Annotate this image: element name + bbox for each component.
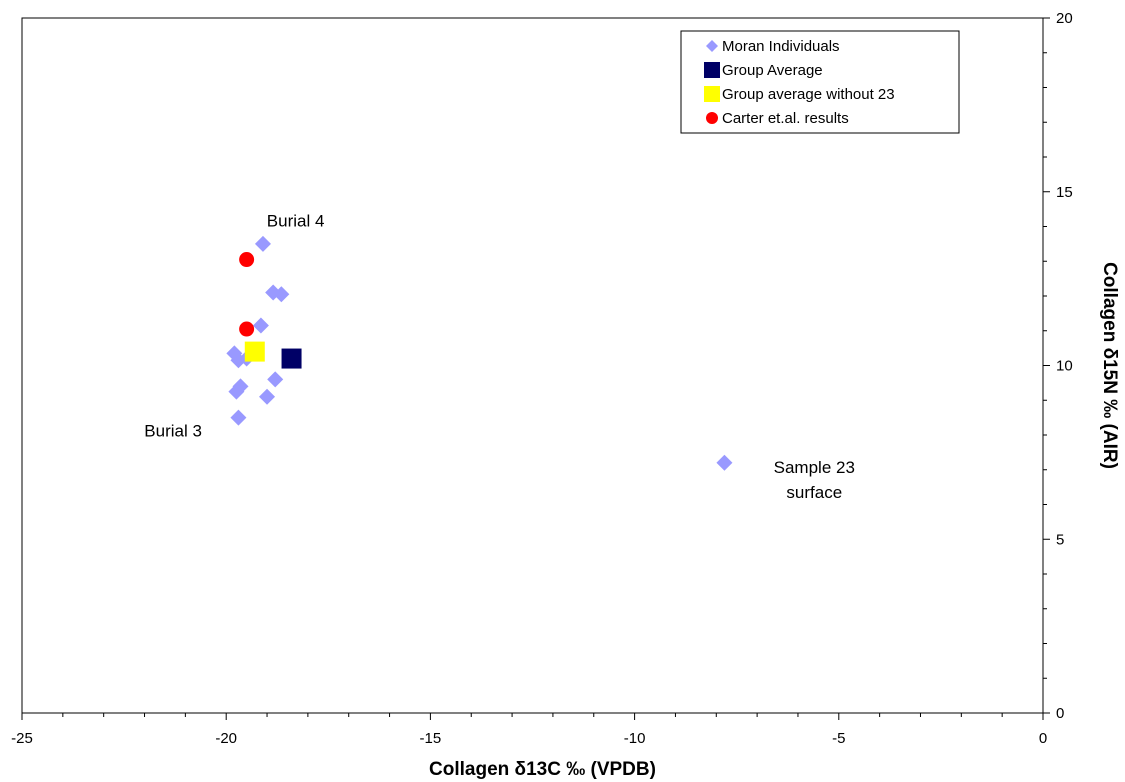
data-point xyxy=(267,371,284,388)
annotation-label: Burial 4 xyxy=(267,212,325,231)
annotation-label: Sample 23 xyxy=(774,458,855,477)
legend-label: Carter et.al. results xyxy=(722,110,849,127)
x-tick-label: 0 xyxy=(1039,730,1047,747)
legend-label: Moran Individuals xyxy=(722,38,840,55)
y-tick-label: 20 xyxy=(1056,10,1073,27)
x-tick-label: -15 xyxy=(420,730,442,747)
data-point xyxy=(230,409,247,426)
data-point xyxy=(281,348,302,369)
legend-marker xyxy=(704,86,720,102)
data-point xyxy=(228,383,245,400)
annotation-label: surface xyxy=(786,483,842,502)
y-tick-label: 0 xyxy=(1056,705,1064,722)
series-0 xyxy=(226,235,733,471)
series-3 xyxy=(239,252,255,337)
x-axis-title: Collagen δ13C ‰ (VPDB) xyxy=(429,759,656,780)
x-tick-label: -25 xyxy=(11,730,33,747)
data-point xyxy=(254,235,271,252)
series-1 xyxy=(281,348,302,369)
data-point xyxy=(230,352,247,369)
legend-marker xyxy=(704,62,720,78)
y-axis-title: Collagen δ15N ‰ (AIR) xyxy=(1099,262,1120,469)
data-point xyxy=(239,321,255,337)
legend: Moran Individuals Group Average Group aver… xyxy=(680,30,960,134)
data-point xyxy=(252,317,269,334)
annotation-label: Burial 3 xyxy=(144,422,202,441)
legend-marker xyxy=(706,112,718,124)
legend-box xyxy=(680,30,960,134)
axis-ticks: -25 -20 -15 -10 -5 00 5 10 15 20 xyxy=(11,10,1073,747)
data-point xyxy=(239,252,255,268)
x-tick-label: -5 xyxy=(832,730,845,747)
x-tick-label: -10 xyxy=(624,730,646,747)
y-tick-label: 5 xyxy=(1056,531,1064,548)
data-point xyxy=(273,286,290,303)
data-point xyxy=(244,341,265,362)
x-tick-label: -20 xyxy=(215,730,237,747)
data-point xyxy=(716,454,733,471)
legend-label: Group average without 23 xyxy=(722,86,895,103)
data-point xyxy=(259,388,276,405)
y-tick-label: 15 xyxy=(1056,184,1073,201)
data-points xyxy=(226,235,733,471)
legend-marker xyxy=(706,40,718,52)
y-tick-label: 10 xyxy=(1056,358,1073,375)
series-2 xyxy=(244,341,265,362)
legend-label: Group Average xyxy=(722,62,823,79)
annotations: Burial 4 Burial 3 Sample 23 surface xyxy=(144,212,855,503)
